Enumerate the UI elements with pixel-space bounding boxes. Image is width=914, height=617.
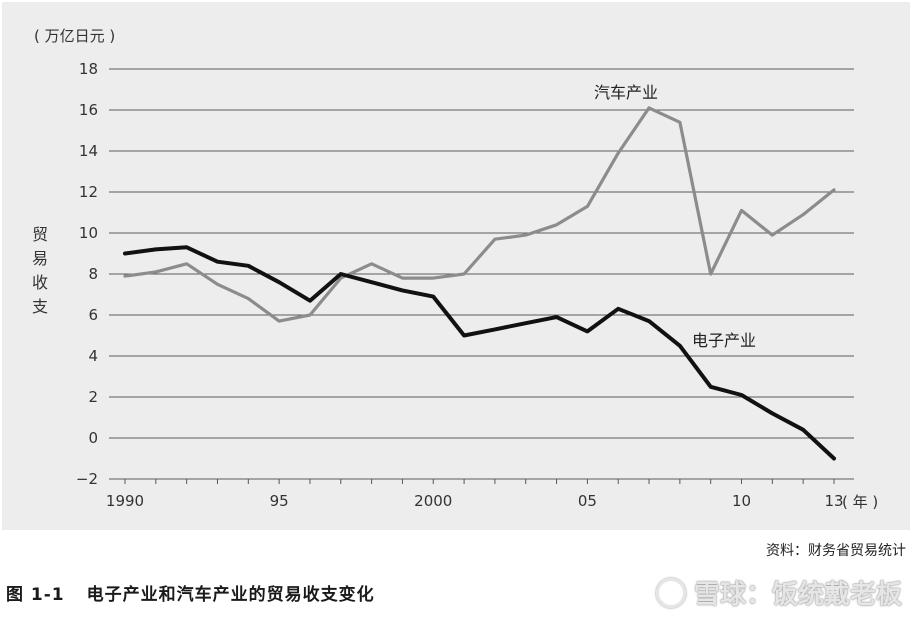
y-tick-label: 18	[79, 60, 98, 78]
y-axis-label: 贸易收支	[32, 225, 48, 316]
x-tick-label: 1990	[106, 492, 144, 510]
watermark-text: 雪球：饭统戴老板	[693, 580, 902, 610]
trade-balance-chart: ( 万亿日元 ) ( 年 ) 贸易收支 18 16 14 12 10 8 6 4 2 0 −2 19…	[32, 27, 878, 511]
y-tick-label: −2	[76, 470, 98, 488]
plot-panel: ( 万亿日元 ) ( 年 ) 贸易收支 18 16 14 12 10 8 6 4 2 0 −2 19…	[2, 2, 910, 530]
y-tick-label: 16	[79, 101, 98, 119]
series-line-auto	[123, 106, 836, 323]
y-label-char: 贸	[32, 225, 48, 244]
y-label-char: 收	[32, 273, 48, 292]
y-tick-label: 2	[88, 388, 98, 406]
grid-layer	[109, 68, 854, 484]
y-label-char: 支	[32, 297, 48, 316]
series-label-electronics: 电子产业	[692, 331, 756, 350]
series-label-auto: 汽车产业	[594, 83, 658, 102]
x-tick-label: 95	[270, 492, 289, 510]
x-tick-label: 2000	[414, 492, 452, 510]
x-unit-label: ( 年 )	[842, 493, 878, 511]
figure-caption: 图 1-1 电子产业和汽车产业的贸易收支变化	[6, 580, 375, 605]
x-tick-label: 13	[824, 492, 843, 510]
series-layer	[123, 106, 836, 461]
y-tick-label: 14	[79, 142, 98, 160]
y-tick-label: 6	[88, 306, 98, 324]
x-tick-label: 05	[578, 492, 597, 510]
snowball-logo-icon	[655, 577, 686, 608]
y-tick-label: 12	[79, 183, 98, 201]
figure-title: 电子产业和汽车产业的贸易收支变化	[86, 585, 375, 605]
figure-number: 图 1-1	[6, 585, 65, 605]
y-label-char: 易	[32, 249, 48, 268]
y-tick-label: 10	[79, 224, 98, 242]
y-tick-label: 8	[88, 265, 98, 283]
x-tick-labels: 1990 95 2000 05 10 13	[106, 492, 844, 510]
source-note: 资料：财务省贸易统计	[766, 543, 906, 559]
y-tick-label: 0	[88, 429, 98, 447]
y-unit-label: ( 万亿日元 )	[34, 27, 115, 45]
series-line-electronics	[123, 245, 836, 461]
y-tick-label: 4	[88, 347, 98, 365]
y-tick-labels: 18 16 14 12 10 8 6 4 2 0 −2	[76, 60, 98, 488]
watermark: 雪球：饭统戴老板	[655, 574, 902, 611]
x-tick-label: 10	[732, 492, 751, 510]
